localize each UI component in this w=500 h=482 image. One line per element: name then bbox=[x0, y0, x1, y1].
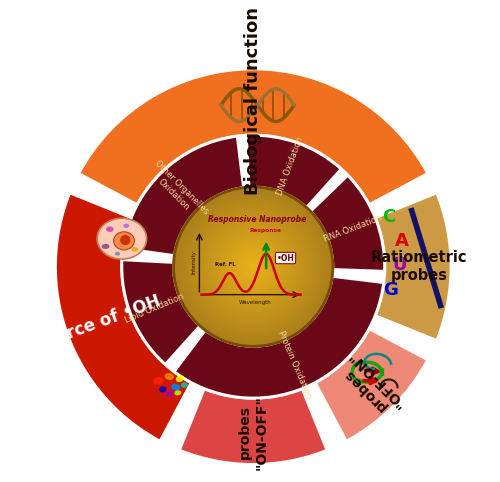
Ellipse shape bbox=[159, 387, 166, 392]
Text: Lipid Oxidation: Lipid Oxidation bbox=[124, 292, 186, 325]
Circle shape bbox=[234, 248, 272, 285]
Ellipse shape bbox=[115, 252, 120, 255]
Polygon shape bbox=[434, 278, 438, 280]
Text: Intensity: Intensity bbox=[192, 251, 196, 274]
Polygon shape bbox=[415, 218, 420, 219]
Ellipse shape bbox=[181, 382, 188, 388]
Circle shape bbox=[182, 195, 325, 338]
Circle shape bbox=[203, 216, 304, 317]
Ellipse shape bbox=[97, 218, 146, 259]
Circle shape bbox=[218, 232, 288, 301]
Text: A: A bbox=[395, 232, 408, 250]
Text: probes
"OFF-ON": probes "OFF-ON" bbox=[334, 347, 407, 421]
Text: RNA Oxidation: RNA Oxidation bbox=[322, 213, 383, 243]
Circle shape bbox=[184, 198, 322, 335]
Text: Protein Oxidation: Protein Oxidation bbox=[276, 330, 314, 401]
Circle shape bbox=[190, 203, 317, 330]
Circle shape bbox=[179, 192, 328, 341]
Ellipse shape bbox=[123, 224, 129, 228]
Text: U: U bbox=[392, 255, 407, 273]
Text: G: G bbox=[384, 281, 398, 299]
Text: probes
"ON-OFF": probes "ON-OFF" bbox=[238, 395, 268, 470]
Text: Other Organelles
Oxidation: Other Organelles Oxidation bbox=[146, 159, 210, 224]
Text: Responsive Nanoprobe: Responsive Nanoprobe bbox=[208, 215, 306, 224]
Circle shape bbox=[246, 259, 261, 275]
Polygon shape bbox=[442, 304, 446, 305]
Circle shape bbox=[250, 264, 256, 269]
Circle shape bbox=[238, 251, 269, 282]
Ellipse shape bbox=[153, 377, 164, 385]
Wedge shape bbox=[174, 276, 384, 398]
Circle shape bbox=[208, 222, 298, 312]
Circle shape bbox=[192, 206, 314, 328]
Circle shape bbox=[187, 200, 320, 333]
Text: Ratiometric
probes: Ratiometric probes bbox=[371, 251, 468, 283]
Text: Biological function: Biological function bbox=[244, 7, 262, 195]
Circle shape bbox=[198, 211, 309, 322]
Circle shape bbox=[206, 219, 301, 314]
Wedge shape bbox=[123, 136, 244, 255]
Ellipse shape bbox=[174, 390, 182, 395]
Polygon shape bbox=[436, 287, 440, 288]
Text: Wavelength: Wavelength bbox=[239, 300, 272, 305]
Circle shape bbox=[240, 254, 266, 280]
Text: Source of •OH: Source of •OH bbox=[32, 292, 164, 355]
Circle shape bbox=[120, 235, 130, 245]
Circle shape bbox=[174, 187, 333, 347]
Wedge shape bbox=[179, 388, 328, 465]
Polygon shape bbox=[423, 243, 427, 245]
Circle shape bbox=[195, 208, 312, 325]
Circle shape bbox=[226, 240, 280, 293]
Wedge shape bbox=[246, 135, 341, 207]
Text: DNA Oxidation: DNA Oxidation bbox=[275, 135, 304, 197]
Ellipse shape bbox=[106, 227, 114, 232]
Circle shape bbox=[210, 224, 296, 309]
Wedge shape bbox=[310, 175, 384, 271]
Circle shape bbox=[216, 229, 290, 304]
Circle shape bbox=[242, 256, 264, 277]
Ellipse shape bbox=[171, 384, 180, 391]
Circle shape bbox=[248, 261, 258, 272]
Text: •OH: •OH bbox=[276, 254, 294, 263]
Circle shape bbox=[200, 214, 306, 320]
Ellipse shape bbox=[165, 391, 173, 397]
Wedge shape bbox=[122, 260, 200, 364]
Ellipse shape bbox=[176, 375, 184, 382]
Wedge shape bbox=[78, 68, 428, 205]
Ellipse shape bbox=[164, 373, 174, 380]
Wedge shape bbox=[375, 192, 452, 341]
Circle shape bbox=[230, 243, 277, 291]
Text: Response: Response bbox=[250, 228, 282, 232]
Circle shape bbox=[232, 245, 274, 288]
Polygon shape bbox=[439, 295, 443, 296]
Polygon shape bbox=[426, 252, 430, 254]
Ellipse shape bbox=[114, 232, 134, 250]
Polygon shape bbox=[420, 235, 424, 236]
Polygon shape bbox=[418, 227, 422, 228]
Text: Ref. FL: Ref. FL bbox=[215, 262, 236, 267]
Circle shape bbox=[222, 235, 285, 298]
Circle shape bbox=[176, 189, 330, 344]
Ellipse shape bbox=[102, 244, 110, 249]
Ellipse shape bbox=[132, 247, 138, 252]
Polygon shape bbox=[431, 269, 435, 271]
Polygon shape bbox=[428, 261, 432, 262]
Circle shape bbox=[224, 238, 282, 296]
Circle shape bbox=[214, 227, 293, 307]
Wedge shape bbox=[315, 328, 428, 442]
Polygon shape bbox=[412, 209, 416, 211]
Text: C: C bbox=[382, 208, 396, 226]
Wedge shape bbox=[55, 192, 192, 442]
